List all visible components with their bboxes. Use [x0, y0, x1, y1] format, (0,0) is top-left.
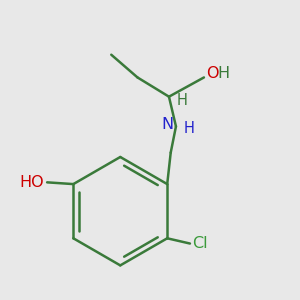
Text: H: H — [177, 93, 188, 108]
Text: H: H — [217, 66, 229, 81]
Text: H: H — [184, 121, 194, 136]
Text: N: N — [161, 117, 173, 132]
Text: HO: HO — [20, 175, 44, 190]
Text: Cl: Cl — [192, 236, 207, 251]
Text: O: O — [206, 66, 218, 81]
